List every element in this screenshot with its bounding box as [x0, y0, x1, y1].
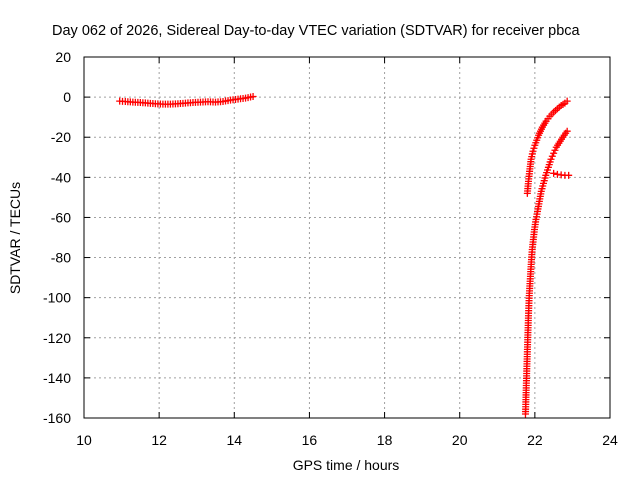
data-point: [550, 149, 558, 157]
data-point: [550, 169, 558, 177]
y-axis-label: SDTVAR / TECUs: [7, 182, 23, 294]
data-point: [563, 97, 571, 105]
y-tick-label: -80: [51, 250, 71, 266]
plot-frame: [83, 56, 611, 419]
x-tick-label: 24: [602, 432, 618, 448]
x-axis-label: GPS time / hours: [293, 457, 400, 473]
x-tick-label: 20: [452, 432, 468, 448]
x-tick-label: 16: [302, 432, 318, 448]
x-axis: 10 12 14 16 18 20 22 24: [76, 57, 618, 448]
y-tick-label: 0: [63, 89, 71, 105]
y-tick-label: -120: [43, 330, 71, 346]
data-points: [116, 93, 573, 418]
x-tick-label: 10: [76, 432, 92, 448]
data-point: [548, 152, 556, 160]
y-tick-label: -60: [51, 209, 71, 225]
data-point: [563, 127, 571, 135]
x-tick-label: 14: [226, 432, 242, 448]
data-point: [529, 147, 537, 155]
data-point: [551, 146, 559, 154]
data-point: [249, 93, 257, 101]
y-tick-label: -100: [43, 290, 71, 306]
x-tick-label: 18: [377, 432, 393, 448]
y-axis: -160 -140 -120 -100 -80 -60 -40 -20 0 20: [43, 49, 610, 426]
data-point: [565, 171, 573, 179]
x-tick-label: 22: [527, 432, 543, 448]
y-tick-label: 20: [55, 49, 71, 65]
x-tick-label: 12: [151, 432, 167, 448]
chart-title: Day 062 of 2026, Sidereal Day-to-day VTE…: [52, 23, 581, 39]
data-point: [530, 144, 538, 152]
y-tick-label: -40: [51, 169, 71, 185]
data-point: [547, 155, 555, 163]
y-tick-label: -140: [43, 370, 71, 386]
y-tick-label: -160: [43, 410, 71, 426]
y-tick-label: -20: [51, 129, 71, 145]
